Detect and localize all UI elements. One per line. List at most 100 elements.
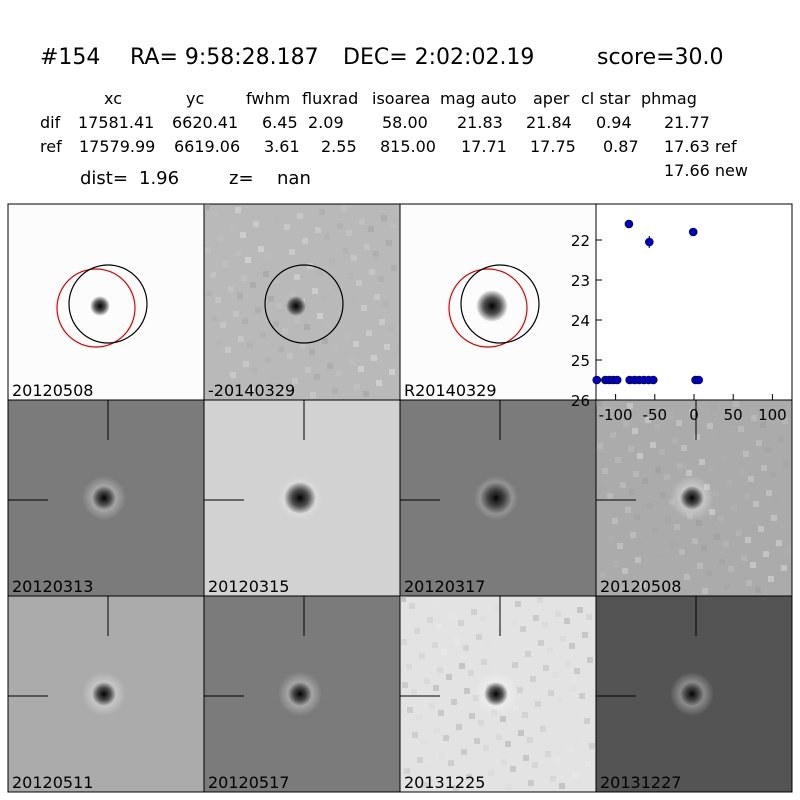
noise <box>208 376 214 382</box>
source <box>92 682 116 706</box>
noise <box>332 388 338 394</box>
noise <box>243 361 249 367</box>
x-tick-label: 0 <box>689 406 699 424</box>
cell: 17.63 ref <box>664 137 737 156</box>
noise <box>228 286 234 292</box>
noise <box>315 227 321 233</box>
noise <box>282 328 288 334</box>
noise <box>746 580 752 586</box>
noise <box>528 780 534 786</box>
cell: 17579.99 <box>79 137 155 156</box>
noise <box>352 298 358 304</box>
noise <box>305 367 311 373</box>
noise <box>633 471 639 477</box>
source <box>288 682 312 706</box>
noise <box>570 686 576 692</box>
noise <box>689 409 695 415</box>
noise <box>429 703 435 709</box>
noise <box>471 609 477 615</box>
noise <box>503 655 509 661</box>
noise <box>620 482 626 488</box>
noise <box>770 472 776 478</box>
dist-value: 1.96 <box>139 168 179 189</box>
panel-label: 20120317 <box>404 577 485 596</box>
x-tick-label: 50 <box>724 406 743 424</box>
noise <box>347 273 353 279</box>
noise <box>407 707 413 713</box>
noise <box>665 517 671 523</box>
noise <box>204 204 210 210</box>
noise <box>580 736 586 742</box>
noise <box>664 474 670 480</box>
source <box>476 290 508 322</box>
noise <box>554 758 560 764</box>
noise <box>401 639 407 645</box>
source <box>680 486 704 510</box>
noise <box>359 219 365 225</box>
noise <box>649 589 655 595</box>
noise <box>677 463 683 469</box>
cell: 17581.41 <box>78 113 154 132</box>
noise <box>585 761 591 767</box>
noise <box>317 313 323 319</box>
noise <box>381 215 387 221</box>
aperture-ref <box>56 268 136 348</box>
noise <box>760 422 766 428</box>
noise <box>485 641 491 647</box>
z-value: nan <box>277 168 311 189</box>
noise <box>431 599 437 605</box>
noise <box>575 711 581 717</box>
noise <box>458 620 464 626</box>
noise <box>358 366 364 372</box>
noise <box>650 442 656 448</box>
row-label: dif <box>40 113 61 132</box>
noise <box>741 555 747 561</box>
noise <box>584 718 590 724</box>
noise <box>726 480 732 486</box>
noise <box>206 290 212 296</box>
noise <box>255 307 261 313</box>
noise <box>731 505 737 511</box>
noise <box>512 662 518 668</box>
noise <box>739 469 745 475</box>
noise <box>331 345 337 351</box>
x-tick-label: 100 <box>758 406 787 424</box>
noise <box>481 659 487 665</box>
source <box>484 682 508 706</box>
noise <box>383 301 389 307</box>
noise <box>755 587 761 593</box>
noise <box>728 566 734 572</box>
noise <box>758 526 764 532</box>
noise <box>707 423 713 429</box>
noise <box>775 497 781 503</box>
noise <box>608 536 614 542</box>
plot-area <box>595 203 793 401</box>
noise <box>559 783 565 789</box>
noise <box>451 699 457 705</box>
noise <box>376 380 382 386</box>
noise <box>273 321 279 327</box>
source <box>286 296 306 316</box>
noise <box>361 305 367 311</box>
noise <box>453 785 459 791</box>
noise <box>640 582 646 588</box>
noise <box>427 617 433 623</box>
noise <box>268 296 274 302</box>
noise <box>538 640 544 646</box>
cell: 0.94 <box>596 113 632 132</box>
noise <box>500 716 506 722</box>
z-label: z= <box>229 168 254 189</box>
noise <box>334 284 340 290</box>
noise <box>434 728 440 734</box>
noise <box>600 572 606 578</box>
noise <box>404 768 410 774</box>
noise <box>463 645 469 651</box>
point <box>694 375 704 385</box>
noise <box>627 403 633 409</box>
noise <box>781 565 787 571</box>
noise <box>422 782 428 788</box>
noise <box>250 282 256 288</box>
noise <box>310 392 316 398</box>
noise <box>289 249 295 255</box>
